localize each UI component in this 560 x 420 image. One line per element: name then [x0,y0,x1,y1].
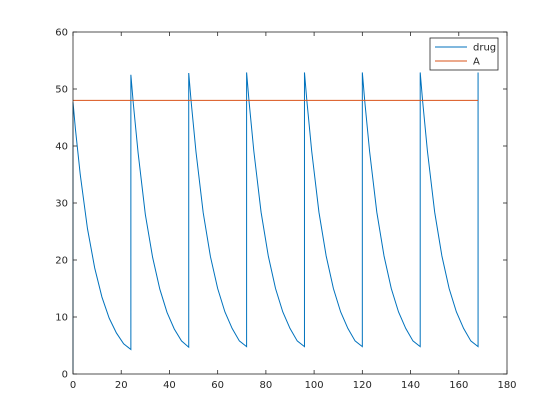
y-tick-label: 20 [55,256,68,267]
legend-box [429,37,499,71]
x-tick-label: 140 [401,380,420,391]
y-tick-label: 60 [55,28,68,39]
x-tick-label: 60 [211,380,224,391]
x-tick-label: 160 [449,380,468,391]
y-tick-label: 10 [55,313,68,324]
axes-layer: 0 20 40 60 80 100 120 140 160 180 0 10 20 30 40 50 60 [55,28,516,392]
x-tick-label: 0 [70,380,76,391]
y-tick-label: 0 [62,370,68,381]
y-tick-label: 40 [55,142,68,153]
x-tick-label: 100 [305,380,324,391]
plot-background [73,32,507,374]
legend-label-A: A [473,57,480,68]
legend-label-drug: drug [473,43,496,54]
series-line-drug [72,72,479,374]
x-tick-label: 80 [260,380,273,391]
x-tick-label: 20 [115,380,128,391]
x-tick-label: 180 [497,380,516,391]
x-tick-label: 40 [163,380,176,391]
legend: drug A [429,37,499,71]
series-layer [72,72,479,374]
y-tick-label: 30 [55,199,68,210]
x-tick-label: 120 [353,380,372,391]
plot-area [73,32,507,374]
y-tick-label: 50 [55,85,68,96]
